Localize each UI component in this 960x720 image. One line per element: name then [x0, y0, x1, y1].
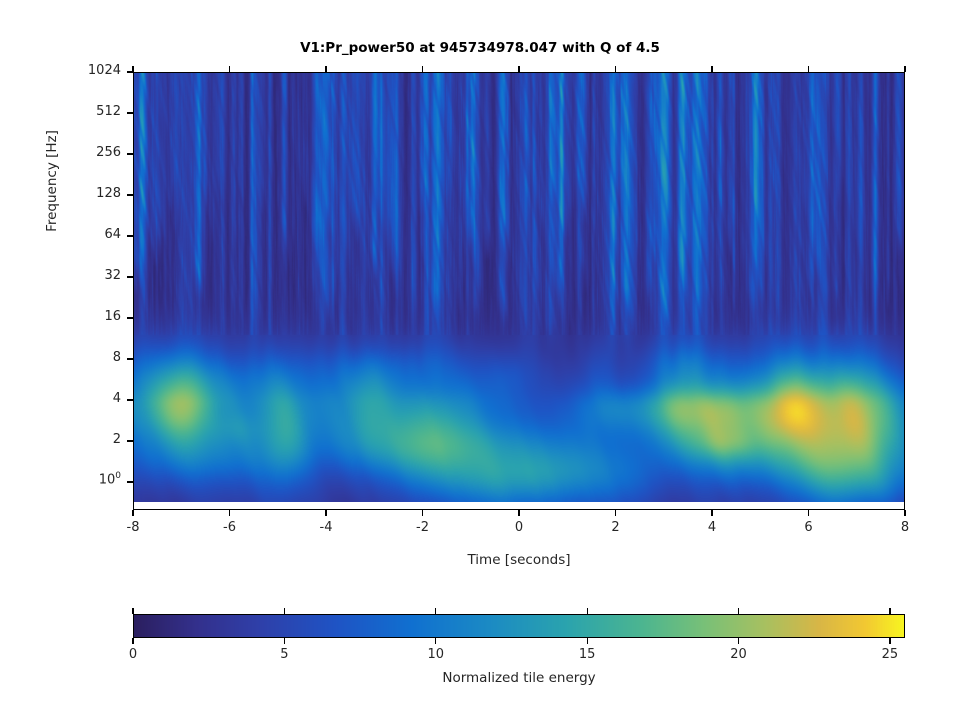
y-tick-mark	[127, 440, 133, 442]
colorbar-tick-mark	[435, 638, 437, 644]
colorbar-tick-label: 10	[427, 647, 444, 662]
colorbar-tick-mark	[132, 638, 134, 644]
y-tick-label: 4	[112, 390, 121, 406]
colorbar-tick-mark	[586, 638, 588, 644]
x-tick-label: -2	[416, 520, 429, 535]
x-tick-mark	[421, 510, 424, 516]
x-tick-mark-top	[807, 66, 810, 72]
colorbar-tick-mark	[737, 638, 740, 644]
x-tick-mark	[228, 510, 231, 516]
y-tick-label: 1024	[87, 63, 121, 78]
colorbar-gradient	[134, 615, 904, 637]
y-tick-mark	[127, 358, 133, 360]
colorbar-tick-mark	[283, 638, 286, 644]
colorbar-tick-label: 25	[881, 647, 899, 662]
x-tick-label: 0	[514, 520, 524, 535]
y-tick-label: 64	[104, 226, 121, 242]
x-axis-label: Time [seconds]	[467, 552, 571, 568]
x-tick-label: -4	[319, 520, 333, 535]
y-tick-label: 16	[104, 308, 121, 324]
x-tick-mark	[518, 510, 520, 516]
page-title: V1:Pr_power50 at 945734978.047 with Q of…	[300, 40, 660, 56]
colorbar-tick-label: 20	[730, 647, 747, 662]
spectrogram-image	[134, 73, 904, 509]
colorbar-label: Normalized tile energy	[442, 670, 596, 686]
y-tick-mark	[127, 399, 133, 401]
colorbar-tick-mark-top	[435, 608, 437, 614]
x-tick-mark-top	[518, 66, 520, 72]
colorbar-tick-label: 5	[280, 647, 289, 662]
x-tick-label: -6	[223, 520, 236, 535]
y-tick-mark	[127, 481, 133, 483]
y-tick-mark	[127, 112, 133, 114]
x-tick-mark-top	[228, 66, 231, 72]
y-tick-mark	[127, 153, 133, 155]
y-tick-label: 8	[112, 349, 121, 365]
x-tick-mark	[904, 510, 906, 516]
colorbar-tick-mark	[889, 638, 891, 644]
x-tick-mark-top	[325, 66, 327, 72]
y-tick-label: 32	[104, 267, 121, 283]
x-tick-mark-top	[421, 66, 424, 72]
colorbar-tick-mark-top	[132, 608, 134, 614]
x-tick-mark	[325, 510, 327, 516]
y-tick-mark	[127, 71, 133, 73]
x-tick-label: 4	[707, 520, 717, 535]
x-tick-mark	[614, 510, 617, 516]
y-tick-mark	[127, 235, 133, 237]
x-tick-mark-top	[132, 66, 134, 72]
y-tick-mark	[127, 317, 133, 319]
y-tick-mark	[127, 276, 133, 278]
y-tick-label: 512	[96, 103, 121, 119]
y-tick-label: 2	[112, 431, 121, 447]
x-tick-mark-top	[904, 66, 906, 72]
x-tick-label: 6	[804, 520, 813, 535]
x-tick-mark	[711, 510, 713, 516]
x-tick-mark	[807, 510, 810, 516]
x-tick-mark-top	[711, 66, 713, 72]
y-tick-label: 256	[96, 144, 121, 160]
colorbar	[133, 614, 905, 638]
colorbar-tick-label: 15	[578, 647, 596, 662]
x-tick-mark	[132, 510, 134, 516]
x-tick-label: -8	[126, 520, 140, 535]
plot-bottom-strip	[134, 502, 904, 509]
colorbar-tick-label: 0	[128, 647, 138, 662]
y-tick-mark	[127, 194, 133, 196]
x-tick-mark-top	[614, 66, 617, 72]
spectrogram-plot-area	[133, 72, 905, 510]
colorbar-tick-mark-top	[283, 608, 286, 614]
x-tick-label: 2	[611, 520, 620, 535]
colorbar-tick-mark-top	[889, 608, 891, 614]
x-tick-label: 8	[900, 520, 910, 535]
y-tick-label: 100	[98, 470, 121, 488]
y-tick-label: 128	[96, 185, 121, 201]
colorbar-tick-mark-top	[586, 608, 588, 614]
colorbar-tick-mark-top	[737, 608, 740, 614]
